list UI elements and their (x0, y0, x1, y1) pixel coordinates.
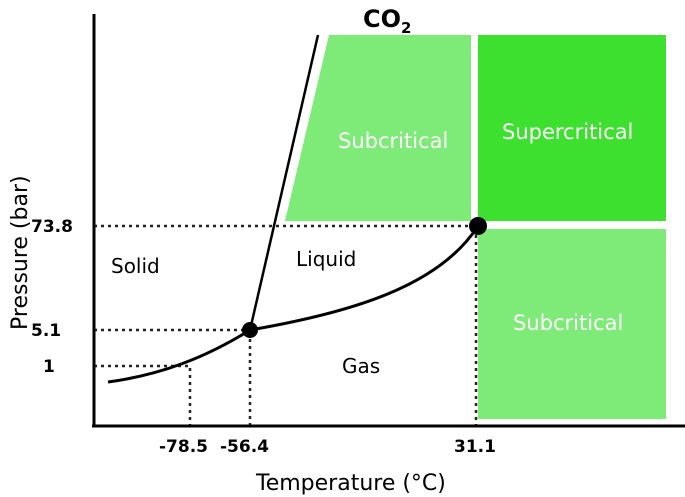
title-main: CO (363, 5, 401, 33)
liquid-label: Liquid (296, 247, 356, 271)
y-tick-label: 1 (43, 357, 55, 377)
x-tick-label: -56.4 (220, 437, 269, 457)
subcritical-upper-label: Subcritical (338, 129, 448, 153)
gas-label: Gas (342, 354, 380, 378)
diagram-title: CO2 (363, 5, 411, 37)
x-tick-label: 31.1 (454, 437, 496, 457)
triple-point-marker (242, 322, 258, 338)
sublimation-curve (107, 328, 251, 384)
title-subscript: 2 (401, 19, 411, 37)
subcritical-right-region (478, 229, 666, 419)
critical-point-marker (469, 217, 487, 235)
y-tick-label: 5.1 (31, 321, 61, 341)
y-axis-title: Pressure (bar) (8, 175, 33, 330)
solid-label: Solid (111, 254, 160, 278)
x-tick-label: -78.5 (159, 437, 208, 457)
vaporization-curve (249, 225, 480, 332)
x-axis-title: Temperature (°C) (255, 471, 446, 496)
melting-curve (248, 34, 320, 331)
subcritical-right-label: Subcritical (513, 311, 623, 335)
supercritical-region (478, 35, 666, 221)
supercritical-label: Supercritical (502, 120, 633, 144)
y-tick-label: 73.8 (31, 217, 73, 237)
subcritical-upper-region (285, 35, 471, 221)
